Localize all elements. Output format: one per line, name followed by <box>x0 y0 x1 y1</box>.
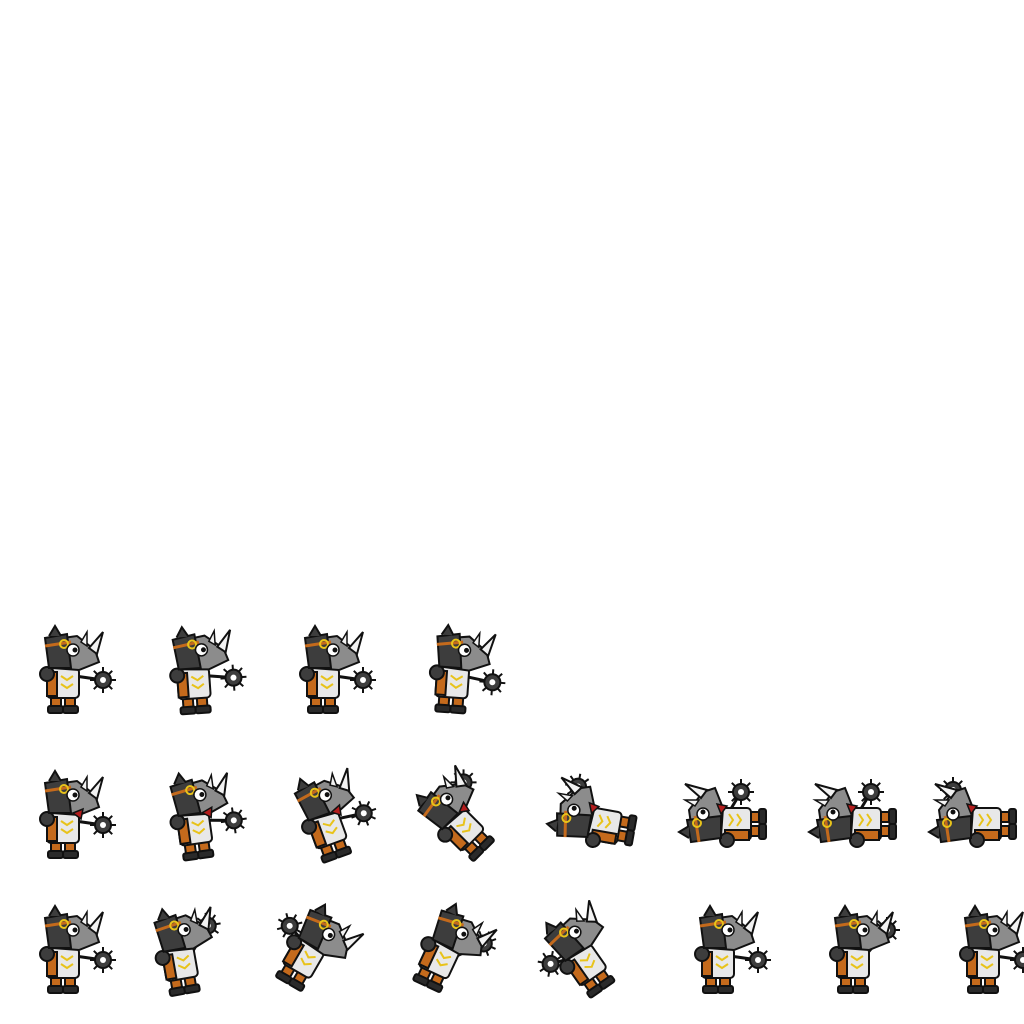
sprite-frame-walk-4 <box>400 610 520 720</box>
sprite-frame-walk-3 <box>270 610 390 720</box>
sprite-frame-dead-3 <box>915 755 1024 865</box>
rhino-warrior-sprite <box>299 624 376 714</box>
rhino-warrior-sprite <box>537 899 616 999</box>
rhino-warrior-sprite <box>829 904 900 994</box>
sprite-frame-attack-1 <box>10 890 130 1000</box>
sprite-frame-hurt-2 <box>140 755 260 865</box>
rhino-warrior-sprite <box>927 777 1017 848</box>
rhino-warrior-sprite <box>677 779 767 848</box>
sprite-frame-fall-3 <box>535 755 655 865</box>
rhino-warrior-sprite <box>39 769 116 859</box>
sprite-frame-attack-7 <box>800 890 920 1000</box>
rhino-warrior-sprite <box>412 902 498 993</box>
sprite-frame-attack-4 <box>390 890 510 1000</box>
sprite-frame-attack-2 <box>125 890 245 1000</box>
rhino-warrior-sprite <box>153 906 221 997</box>
rhino-warrior-sprite <box>293 767 377 864</box>
sprite-frame-attack-3 <box>255 890 375 1000</box>
rhino-warrior-sprite <box>39 624 116 714</box>
sprite-frame-walk-1 <box>10 610 130 720</box>
sprite-frame-attack-5 <box>525 890 645 1000</box>
sprite-frame-hurt-1 <box>10 755 130 865</box>
rhino-warrior-sprite <box>415 764 495 862</box>
sprite-frame-dead-2 <box>795 755 915 865</box>
rhino-warrior-sprite <box>169 625 247 716</box>
sprite-frame-fall-1 <box>270 755 390 865</box>
sprite-frame-dead-1 <box>665 755 785 865</box>
rhino-warrior-sprite <box>545 773 638 848</box>
rhino-warrior-sprite <box>807 779 897 848</box>
rhino-warrior-sprite <box>694 904 771 994</box>
sprite-frame-walk-2 <box>140 610 260 720</box>
sprite-frame-attack-6 <box>665 890 785 1000</box>
rhino-warrior-sprite <box>428 623 506 715</box>
rhino-warrior-sprite <box>959 904 1024 994</box>
rhino-warrior-sprite <box>39 904 116 994</box>
sprite-frame-attack-8 <box>930 890 1024 1000</box>
sprite-frame-fall-2 <box>400 755 520 865</box>
rhino-warrior-sprite <box>275 902 365 992</box>
rhino-warrior-sprite <box>169 771 247 862</box>
